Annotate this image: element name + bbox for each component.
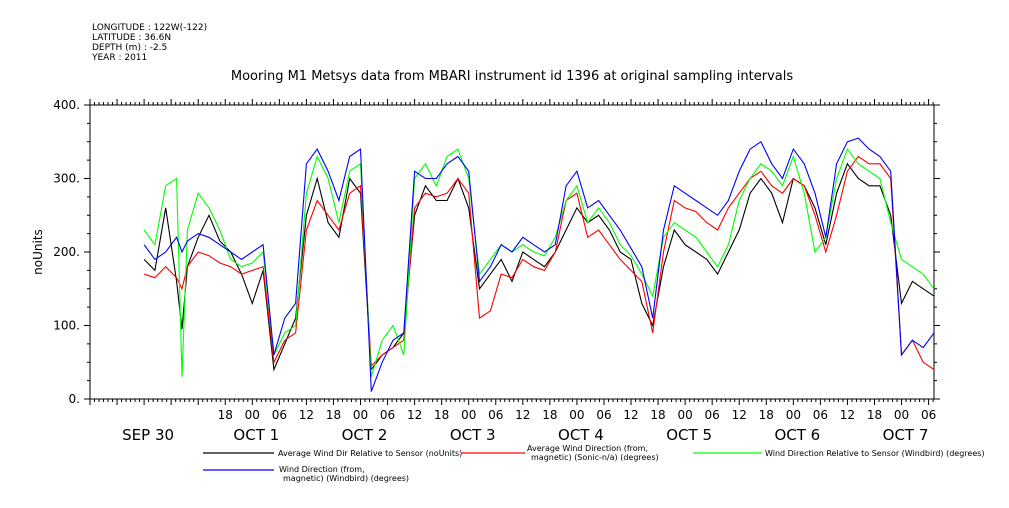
meta-line-longitude: LONGITUDE : 122W(-122) [92, 23, 207, 33]
x-hour-label: 00 [461, 408, 476, 422]
x-day-label: OCT 6 [774, 426, 820, 444]
series-line-2 [143, 155, 935, 371]
x-hour-label: 12 [407, 408, 422, 422]
x-hour-label: 00 [353, 408, 368, 422]
legend-label-4: magnetic) (Windbird) (degrees) [283, 474, 409, 483]
legend-label-4: Wind Direction (from, [279, 465, 365, 474]
y-tick-label: 200. [53, 245, 80, 259]
x-day-label: OCT 4 [558, 426, 604, 444]
x-hour-label: 06 [921, 408, 936, 422]
y-axis-label: noUnits [31, 229, 45, 275]
y-tick-label: 300. [53, 172, 80, 186]
plot-layer: 0. 100. 200. 300. 400. 18 00 06 12 18 00 06 12 18 00 06… [53, 98, 984, 483]
x-day-label: OCT 7 [883, 426, 929, 444]
legend-label-3: Wind Direction Relative to Sensor (Windb… [765, 449, 985, 458]
x-hour-label: 18 [759, 408, 774, 422]
x-hour-label: 12 [515, 408, 530, 422]
y-tick-label: 400. [53, 98, 80, 112]
x-hour-label: 06 [813, 408, 828, 422]
x-hour-label: 18 [326, 408, 341, 422]
x-hour-label: 12 [840, 408, 855, 422]
meta-line-year: YEAR : 2011 [91, 53, 147, 63]
x-hour-label: 12 [299, 408, 314, 422]
x-hour-label: 00 [894, 408, 909, 422]
x-hour-label: 00 [569, 408, 584, 422]
x-hour-label: 18 [542, 408, 557, 422]
series-line-4 [143, 137, 935, 392]
x-hour-label: 06 [380, 408, 395, 422]
x-hour-label: 06 [488, 408, 503, 422]
x-hour-label: 12 [623, 408, 638, 422]
x-hour-label: 18 [218, 408, 233, 422]
legend-label-1: Average Wind Dir Relative to Sensor (noU… [278, 449, 462, 458]
x-day-label: SEP 30 [122, 426, 174, 444]
legend-label-2: magnetic) (Sonic-n/a) (degrees) [531, 453, 659, 462]
legend-label-2: Average Wind Direction (from, [527, 444, 648, 453]
y-tick-label: 0. [69, 392, 80, 406]
x-day-label: OCT 3 [450, 426, 496, 444]
meta-line-latitude: LATITUDE : 36.6N [92, 33, 171, 43]
x-hour-label: 06 [596, 408, 611, 422]
meta-line-depth: DEPTH (m) : -2.5 [92, 43, 167, 53]
x-hour-label: 00 [677, 408, 692, 422]
x-hour-label: 00 [786, 408, 801, 422]
x-day-label: OCT 5 [666, 426, 712, 444]
x-hour-label: 12 [732, 408, 747, 422]
x-hour-label: 18 [867, 408, 882, 422]
x-hour-label: 18 [434, 408, 449, 422]
x-day-label: OCT 1 [233, 426, 279, 444]
chart-title: Mooring M1 Metsys data from MBARI instru… [231, 69, 793, 84]
x-hour-label: 00 [245, 408, 260, 422]
y-tick-label: 100. [53, 319, 80, 333]
x-hour-label: 18 [650, 408, 665, 422]
x-hour-label: 06 [705, 408, 720, 422]
station-meta: LONGITUDE : 122W(-122) LATITUDE : 36.6N … [91, 23, 207, 63]
x-hour-label: 06 [272, 408, 287, 422]
x-day-label: OCT 2 [342, 426, 388, 444]
